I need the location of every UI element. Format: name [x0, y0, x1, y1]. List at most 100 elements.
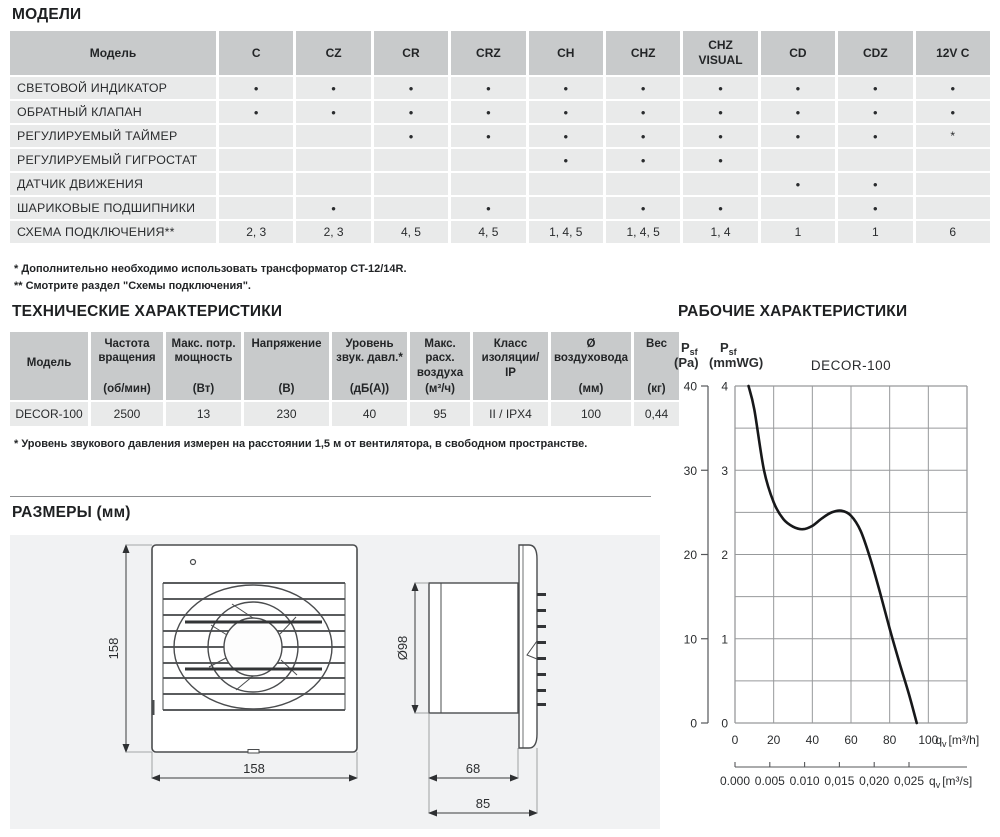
feature-cell [528, 197, 603, 219]
feature-cell: • [683, 125, 758, 147]
tech-data-row: DECOR-100 2500 13 230 40 95 II / IPX4 100 0,44 [10, 402, 679, 426]
tech-header-name: Частота вращения [98, 338, 156, 365]
feature-cell: 1 [838, 221, 913, 243]
feature-cell: 1 [760, 221, 836, 243]
x-tick-label: 80 [883, 733, 897, 747]
feature-label: СХЕМА ПОДКЛЮЧЕНИЯ** [10, 221, 216, 243]
dim-duct-depth: 68 [466, 761, 480, 776]
tech-value: 0,44 [634, 402, 679, 426]
feature-dot: • [795, 128, 801, 144]
models-feature-row: ДАТЧИК ДВИЖЕНИЯ • • [10, 173, 990, 195]
footnote-wiring: ** Смотрите раздел "Схемы подключения". [14, 280, 251, 293]
tech-column-header: Частота вращения (об/мин) [91, 332, 163, 400]
secondary-tick-label: 0.010 [790, 774, 820, 788]
feature-cell: • [915, 101, 990, 123]
tech-section-title: ТЕХНИЧЕСКИЕ ХАРАКТЕРИСТИКИ [12, 303, 283, 320]
mmwg-tick-label: 3 [721, 464, 728, 478]
performance-section-title: РАБОЧИЕ ХАРАКТЕРИСТИКИ [678, 303, 908, 320]
feature-cell: • [296, 77, 371, 99]
tech-value: 2500 [91, 402, 163, 426]
feature-dot: • [408, 80, 414, 96]
pa-tick-label: 0 [690, 717, 697, 731]
pa-axis-symbol: Psf [681, 340, 699, 357]
tech-header-unit: (В) [278, 383, 295, 395]
tech-header-name: Уровень звук. давл.* [336, 338, 403, 365]
mmwg-tick-label: 0 [721, 717, 728, 731]
feature-dot: • [640, 80, 646, 96]
tech-header-unit: (об/мин) [103, 383, 151, 395]
feature-dot: • [873, 128, 878, 144]
feature-dot: • [331, 200, 336, 216]
tech-value: 95 [410, 402, 470, 426]
feature-dot: • [563, 128, 569, 144]
feature-dot: • [950, 80, 956, 96]
feature-cell [219, 125, 294, 147]
tech-header-wrap: Напряжение (В) [246, 332, 327, 400]
feature-label: ШАРИКОВЫЕ ПОДШИПНИКИ [10, 197, 216, 219]
section-divider [10, 496, 651, 497]
model-column-header: CHZ [605, 31, 681, 75]
model-column-header: CR [373, 31, 449, 75]
model-column-header: C [219, 31, 294, 75]
feature-cell: 1, 4, 5 [605, 221, 681, 243]
feature-cell: • [915, 77, 990, 99]
tech-value: DECOR-100 [10, 402, 88, 426]
feature-cell: • [528, 77, 603, 99]
mmwg-tick-label: 4 [721, 380, 728, 394]
feature-label: СВЕТОВОЙ ИНДИКАТОР [10, 77, 216, 99]
feature-cell [451, 173, 526, 195]
feature-cell [605, 173, 681, 195]
model-column-header: CD [760, 31, 836, 75]
tech-header-unit [12, 371, 86, 376]
feature-cell: • [373, 125, 449, 147]
tech-header-unit: (дБ(А)) [349, 383, 390, 395]
models-feature-row: ШАРИКОВЫЕ ПОДШИПНИКИ • • • • • [10, 197, 990, 219]
model-column-header: CHZ VISUAL [683, 31, 758, 75]
feature-cell: • [219, 101, 294, 123]
models-feature-row: СВЕТОВОЙ ИНДИКАТОР • • • • • • • • • • [10, 77, 990, 99]
feature-cell: • [296, 197, 371, 219]
feature-dot: • [486, 128, 491, 144]
feature-label: ДАТЧИК ДВИЖЕНИЯ [10, 173, 216, 195]
tech-header-wrap: Частота вращения (об/мин) [93, 332, 161, 400]
feature-cell [219, 173, 294, 195]
x-tick-label: 100 [918, 733, 938, 747]
footnote-transformer: * Дополнительно необходимо использовать … [14, 263, 407, 275]
tech-header-unit: (кг) [647, 383, 666, 395]
model-column-header: CRZ [451, 31, 526, 75]
feature-cell: • [605, 149, 681, 171]
fan-side-view [428, 544, 546, 749]
feature-label: РЕГУЛИРУЕМЫЙ ГИГРОСТАТ [10, 149, 216, 171]
models-footnotes: * Дополнительно необходимо использовать … [14, 261, 407, 295]
feature-cell: • [605, 125, 681, 147]
tech-column-header: Модель [10, 332, 88, 400]
feature-dot: • [795, 176, 801, 192]
tech-value: 13 [166, 402, 241, 426]
mmwg-axis-unit: (mmWG) [709, 355, 763, 370]
feature-cell [373, 149, 449, 171]
pa-tick-label: 30 [684, 464, 698, 478]
dimension-lines [122, 544, 538, 817]
feature-cell [219, 149, 294, 171]
feature-dot: • [563, 80, 569, 96]
tech-header-name: Вес [646, 338, 667, 350]
tech-column-header: Макс. потр. мощность (Вт) [166, 332, 241, 400]
feature-cell [219, 197, 294, 219]
feature-cell: • [683, 101, 758, 123]
feature-dot: • [718, 152, 723, 168]
models-header-model: Модель [10, 31, 216, 75]
tech-header-unit: (Вт) [192, 383, 215, 395]
feature-cell: 4, 5 [373, 221, 449, 243]
dim-front-width: 158 [243, 761, 265, 776]
feature-cell: • [760, 101, 836, 123]
tech-header-wrap: Ø воздуховода (мм) [553, 332, 629, 400]
feature-cell: • [760, 173, 836, 195]
feature-dot: • [640, 128, 646, 144]
x-tick-label: 60 [844, 733, 858, 747]
feature-cell: * [915, 125, 990, 147]
feature-cell [296, 149, 371, 171]
feature-cell [838, 149, 913, 171]
feature-cell [915, 149, 990, 171]
